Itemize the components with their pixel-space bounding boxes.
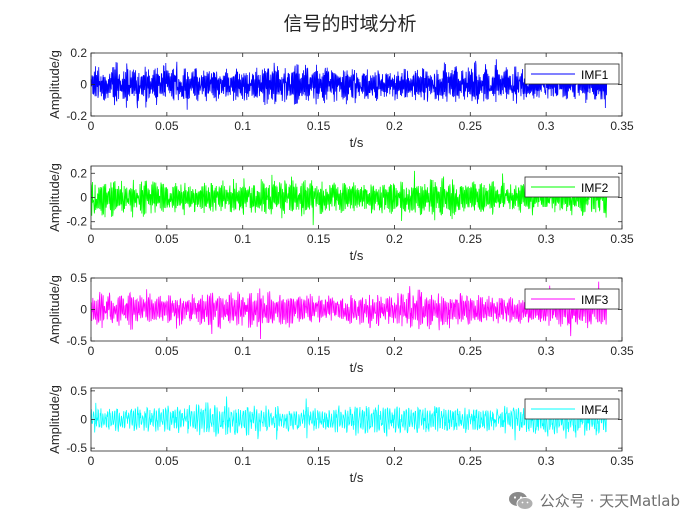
x-axis-label: t/s [350,470,364,485]
axes-panel-2: 0 0.05 0.1 0.15 0.2 0.25 0.3 0.35-0.200.2t/sAmp… [47,163,634,263]
wechat-icon [508,491,534,510]
x-axis-label: t/s [350,360,364,375]
x-axis-label: t/s [350,248,364,263]
legend-label: IMF1 [581,68,609,82]
x-tick-label: 0.25 [459,232,483,246]
x-tick-label: 0.35 [610,232,634,246]
y-tick-label: 0.2 [70,166,87,180]
y-axis-label: Amplitude/g [47,385,62,454]
x-tick-label: 0.05 [155,232,179,246]
x-tick-label: 0.25 [459,344,483,358]
x-tick-label: 0 [88,454,95,468]
y-tick-label: 0.2 [70,46,87,60]
x-tick-label: 0.35 [610,119,634,133]
signal-line-IMF1 [90,59,608,110]
x-tick-label: 0.2 [386,232,403,246]
legend: IMF3 [524,288,620,310]
x-tick-label: 0.15 [307,454,331,468]
y-tick-label: 0 [80,413,87,427]
y-axis-label: Amplitude/g [47,50,62,119]
x-tick-label: 0.15 [307,119,331,133]
axes-panel-3: 0 0.05 0.1 0.15 0.2 0.25 0.3 0.35-0.500.5t/sAmp… [47,271,634,375]
y-axis-label: Amplitude/g [47,163,62,232]
x-tick-label: 0.35 [610,344,634,358]
x-tick-label: 0.05 [155,344,179,358]
y-tick-label: 0 [80,303,87,317]
signal-line-IMF3 [90,281,608,339]
x-tick-label: 0 [88,119,95,133]
y-tick-label: -0.2 [66,215,87,229]
legend: IMF4 [524,398,620,420]
x-tick-label: 0.2 [386,344,403,358]
x-tick-label: 0 [88,232,95,246]
y-tick-label: 0.5 [70,384,87,398]
y-tick-label: 0 [80,78,87,92]
legend: IMF1 [524,63,620,85]
watermark-text: 公众号 · 天天Matlab [539,492,680,510]
x-tick-label: 0.2 [386,119,403,133]
signal-line-IMF2 [90,170,608,226]
figure-title: 信号的时域分析 [283,13,416,35]
y-tick-label: -0.5 [66,441,87,455]
x-tick-label: 0.3 [538,344,555,358]
legend-label: IMF2 [581,181,609,195]
x-tick-label: 0.1 [234,344,251,358]
x-tick-label: 0.15 [307,344,331,358]
x-tick-label: 0.2 [386,454,403,468]
x-tick-label: 0.1 [234,232,251,246]
legend: IMF2 [524,176,620,198]
axes-panel-4: 0 0.05 0.1 0.15 0.2 0.25 0.3 0.35-0.500.5t/sAmp… [47,384,634,485]
x-tick-label: 0.05 [155,454,179,468]
y-tick-label: 0.5 [70,271,87,285]
x-tick-label: 0.15 [307,232,331,246]
x-tick-label: 0.3 [538,232,555,246]
x-tick-label: 0.1 [234,119,251,133]
x-tick-label: 0.3 [538,454,555,468]
y-axis-label: Amplitude/g [47,275,62,344]
x-tick-label: 0.25 [459,454,483,468]
axes-panel-1: 0 0.05 0.1 0.15 0.2 0.25 0.3 0.35-0.200.2t/sAmp… [47,46,634,150]
y-tick-label: -0.5 [66,334,87,348]
x-tick-label: 0 [88,344,95,358]
x-tick-label: 0.35 [610,454,634,468]
x-tick-label: 0.25 [459,119,483,133]
legend-label: IMF4 [581,403,609,417]
watermark: 公众号 · 天天Matlab [508,490,680,511]
x-tick-label: 0.3 [538,119,555,133]
y-tick-label: 0 [80,191,87,205]
x-tick-label: 0.1 [234,454,251,468]
legend-label: IMF3 [581,293,609,307]
y-tick-label: -0.2 [66,109,87,123]
signal-line-IMF4 [90,396,608,441]
x-tick-label: 0.05 [155,119,179,133]
x-axis-label: t/s [350,135,364,150]
